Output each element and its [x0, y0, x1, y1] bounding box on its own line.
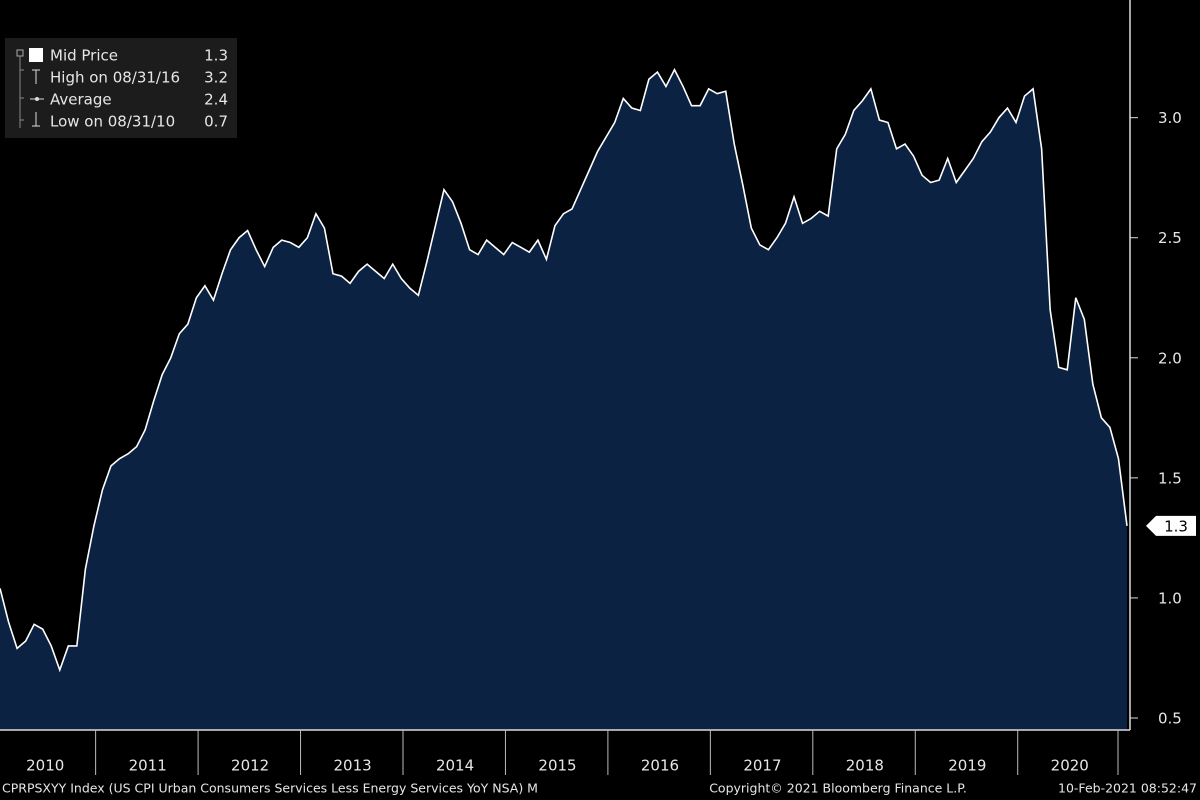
- x-tick-label: 2011: [129, 757, 167, 775]
- legend-stat-value: 2.4: [204, 91, 228, 109]
- x-tick-label: 2016: [641, 757, 679, 775]
- line: [0, 67, 1128, 673]
- legend-series-value: 1.3: [204, 47, 228, 65]
- legend-series-name: Mid Price: [50, 47, 118, 65]
- y-tick-label: 3.0: [1158, 109, 1182, 127]
- y-tick-label: 1.0: [1158, 589, 1182, 607]
- y-tick-label: 0.5: [1158, 709, 1182, 727]
- x-tick-label: 2015: [538, 757, 576, 775]
- legend-tree: [19, 56, 24, 128]
- x-tick-label: 2019: [948, 757, 986, 775]
- legend-stat-value: 0.7: [204, 113, 228, 131]
- last-value-label: 1.3: [1164, 517, 1188, 535]
- footer-left: CPRPSXYY Index (US CPI Urban Consumers S…: [2, 781, 538, 796]
- area: [0, 69, 1127, 730]
- legend-swatch: [29, 48, 43, 62]
- legend-icon-average-dot: [35, 97, 39, 101]
- x-tick-label: 2018: [846, 757, 884, 775]
- legend-icon-high: [32, 69, 40, 84]
- legend-stat-label: Average: [50, 91, 112, 109]
- legend: Mid Price 1.3 High on 08/31/16 3.2 Avera…: [5, 38, 237, 138]
- footer-center: Copyright© 2021 Bloomberg Finance L.P.: [709, 781, 967, 796]
- footer-right: 10-Feb-2021 08:52:47: [1058, 781, 1197, 796]
- x-tick-label: 2012: [231, 757, 269, 775]
- legend-box: [5, 38, 237, 138]
- legend-stat-label: High on 08/31/16: [50, 69, 180, 87]
- x-tick-label: 2013: [333, 757, 371, 775]
- x-tick-label: 2017: [743, 757, 781, 775]
- x-tick-label: 2020: [1051, 757, 1089, 775]
- y-tick-label: 1.5: [1158, 469, 1182, 487]
- x-tick-label: 2014: [436, 757, 474, 775]
- y-tick-label: 2.0: [1158, 349, 1182, 367]
- plot-area: [0, 67, 1128, 730]
- legend-stat-value: 3.2: [204, 69, 228, 87]
- y-tick-label: 2.5: [1158, 229, 1182, 247]
- legend-stat-label: Low on 08/31/10: [50, 113, 175, 131]
- x-tick-label: 2010: [26, 757, 64, 775]
- legend-icon-low: [32, 112, 40, 127]
- last-value-tag: [1146, 515, 1196, 536]
